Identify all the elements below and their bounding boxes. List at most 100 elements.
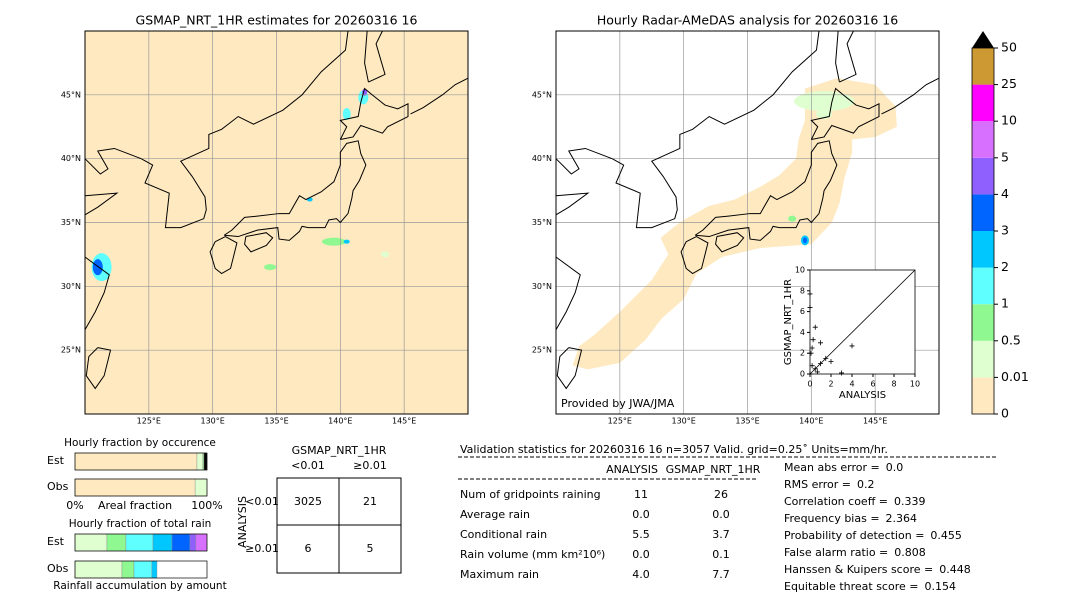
rain-area: [92, 259, 103, 276]
colorbar-extension: [972, 31, 994, 48]
column-header: GSMAP_NRT_1HR: [666, 463, 761, 476]
map-title: GSMAP_NRT_1HR estimates for 20260316 16: [136, 13, 418, 28]
stat-value: 7.7: [712, 568, 730, 581]
row-header: ≥0.01: [245, 542, 279, 555]
y-tick-label: 45°N: [61, 90, 81, 99]
coastline: [555, 256, 581, 330]
table-cell: 21: [363, 495, 377, 508]
scatter-point: [809, 363, 815, 369]
coastline: [140, 30, 349, 229]
score-value: 0.154: [924, 580, 956, 593]
bar-segment: [152, 533, 173, 552]
y-axis-label: GSMAP_NRT_1HR: [783, 279, 794, 365]
y-tick-label: 25°N: [61, 346, 81, 355]
y-tick-label: 8: [800, 286, 805, 295]
colorbar-label: 2: [1001, 259, 1009, 274]
row-label: Obs: [47, 480, 69, 493]
bar-segment: [189, 533, 197, 552]
colorbar-label: 0: [1001, 406, 1009, 421]
coastline: [364, 30, 369, 83]
scatter-point: [818, 340, 823, 346]
rain-area: [342, 107, 351, 120]
bar-segment: [125, 533, 154, 552]
colorbar-band: [972, 157, 994, 195]
colorbar-band: [972, 231, 994, 268]
score: Hanssen & Kuipers score = 0.448: [784, 563, 971, 576]
row-label: Est: [47, 535, 65, 548]
coastline: [611, 30, 820, 229]
map-frame: [84, 30, 469, 415]
y-tick-label: 4: [800, 328, 805, 337]
rain-area: [802, 237, 807, 244]
rain-area: [321, 237, 346, 246]
colorbar-band: [972, 84, 994, 122]
colorbar-label: 5: [1001, 149, 1009, 164]
stat-label: Rain volume (mm km²10⁶): [460, 548, 605, 561]
colorbar-band: [972, 377, 994, 414]
coastline: [84, 192, 119, 216]
coastline: [209, 235, 238, 275]
coastline: [339, 87, 409, 141]
x-tick-label: 8: [891, 380, 896, 389]
score: Correlation coeff = 0.339: [784, 495, 926, 508]
scatter-point: [823, 355, 829, 361]
coastline: [555, 192, 590, 216]
y-tick-label: 2: [800, 349, 805, 358]
bar-segment: [121, 560, 135, 579]
score-label: RMS error =: [784, 478, 851, 491]
map-title: Hourly Radar-AMeDAS analysis for 2026031…: [597, 13, 898, 28]
colorbar-label: 1: [1001, 296, 1009, 311]
x-axis-label: Areal fraction: [98, 499, 172, 512]
map-frame: [555, 30, 940, 415]
stat-value: 5.5: [632, 528, 650, 541]
table-title: GSMAP_NRT_1HR: [292, 444, 387, 457]
bar-segment: [171, 533, 191, 552]
scatter-point: [812, 366, 818, 372]
score-value: 0.2: [857, 478, 875, 491]
x-tick-label: 125°E: [608, 417, 632, 426]
scatter-point: [849, 343, 855, 349]
scatter-point: [808, 350, 814, 356]
y-tick-label: 40°N: [532, 154, 552, 163]
x-tick-label: 145°E: [863, 417, 887, 426]
stats-title: Validation statistics for 20260316 16 n=…: [460, 443, 888, 456]
x-tick-label: 145°E: [392, 417, 416, 426]
score: False alarm ratio = 0.808: [784, 546, 926, 559]
score-label: Mean abs error =: [784, 461, 880, 474]
coastline: [881, 77, 940, 115]
x-tick-label: 135°E: [735, 417, 759, 426]
score: Probability of detection = 0.455: [784, 529, 962, 542]
stat-value: 26: [714, 488, 728, 501]
score-label: False alarm ratio =: [784, 546, 888, 559]
bar-segment: [74, 533, 108, 552]
y-tick-label: 35°N: [532, 218, 552, 227]
coastline: [556, 347, 583, 390]
bar-frame: [74, 533, 208, 552]
column-header: ANALYSIS: [606, 463, 658, 476]
stat-value: 0.0: [632, 508, 650, 521]
bar-segment: [74, 478, 196, 497]
score-value: 0.455: [930, 529, 962, 542]
x-tick-label: 140°E: [328, 417, 352, 426]
scatter-point: [839, 370, 844, 376]
bar-segment: [203, 452, 208, 471]
stat-value: 0.0: [712, 508, 730, 521]
bar-segment: [194, 478, 208, 497]
bar-frame: [74, 452, 208, 471]
y-tick-label: 6: [800, 307, 805, 316]
score: RMS error = 0.2: [784, 478, 874, 491]
bar-segment: [74, 452, 198, 471]
coastline: [84, 256, 110, 330]
x-tick-label: 6: [870, 380, 875, 389]
column-header: <0.01: [291, 459, 325, 472]
coastline: [244, 232, 274, 253]
score-value: 0.0: [886, 461, 904, 474]
stat-value: 0.1: [712, 548, 730, 561]
colorbar-label: 0.01: [1001, 369, 1029, 384]
colorbar-label: 4: [1001, 186, 1009, 201]
scatter-point: [818, 361, 823, 367]
row-title: ANALYSIS: [236, 496, 249, 548]
x-tick-label: 140°E: [799, 417, 823, 426]
x-tick-label: 125°E: [137, 417, 161, 426]
row-label: Obs: [47, 562, 69, 575]
